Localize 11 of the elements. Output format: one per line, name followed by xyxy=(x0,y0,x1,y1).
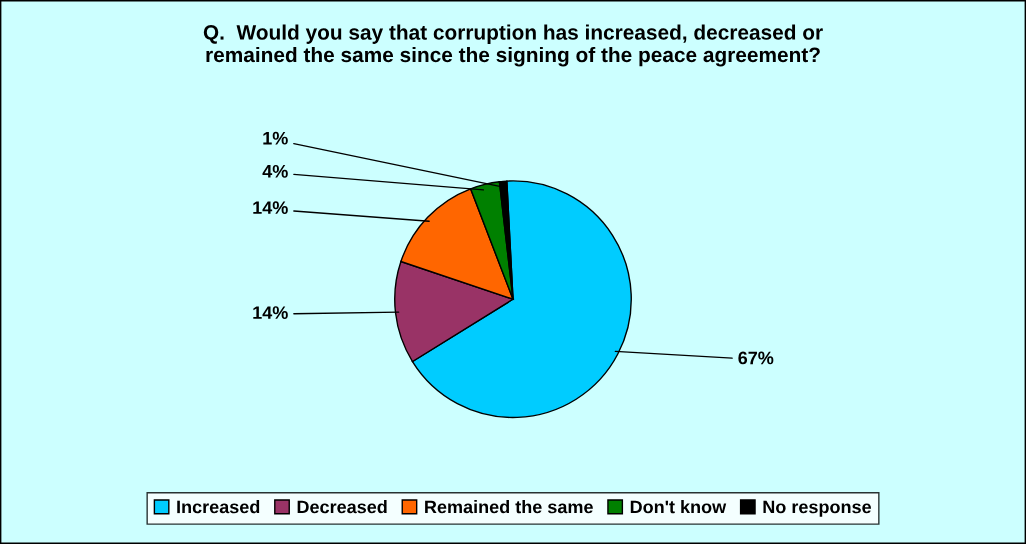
legend-label: Remained the same xyxy=(425,500,593,514)
data-label: 1% xyxy=(263,131,288,145)
chart-title: Q. Would you say that corruption has increased, decreased or remained the same since the signing of the peace agreement? xyxy=(203,24,823,67)
legend-label: Decreased xyxy=(297,500,387,514)
data-label: 67% xyxy=(738,351,774,365)
legend-label: Increased xyxy=(177,500,260,514)
data-label: 4% xyxy=(262,164,288,178)
legend-label: No response xyxy=(763,500,872,517)
data-label: 14% xyxy=(253,201,288,214)
data-label: 14% xyxy=(253,306,288,319)
legend-label: Don't know xyxy=(630,500,727,514)
